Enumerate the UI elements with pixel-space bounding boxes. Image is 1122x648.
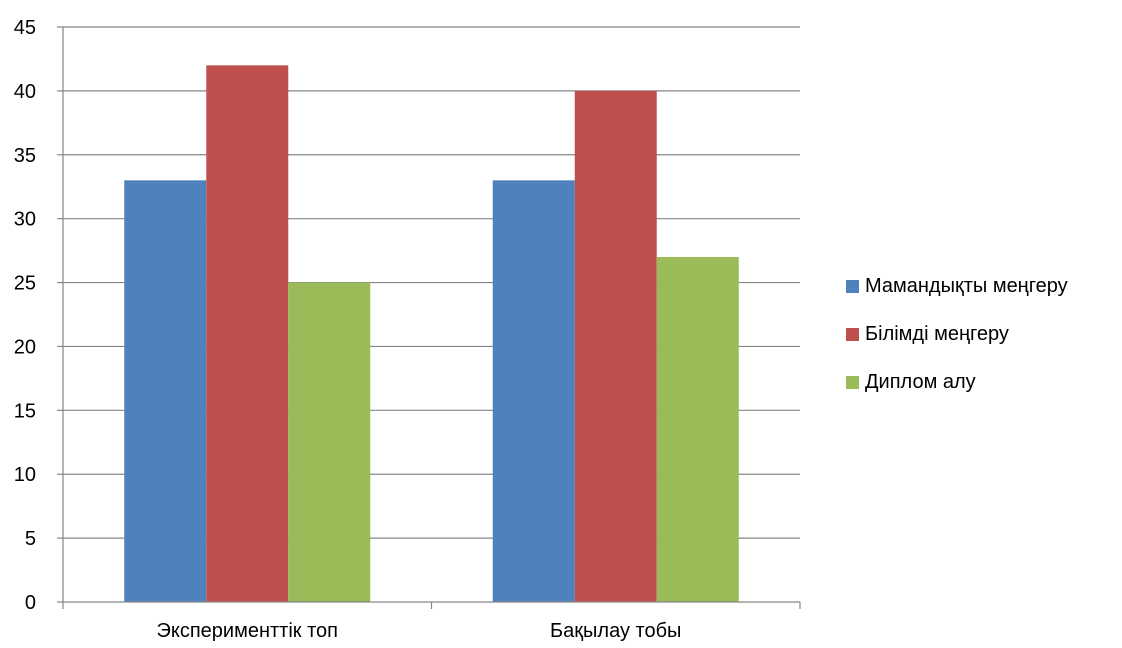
bars [124, 65, 739, 603]
y-tick-label: 10 [14, 464, 36, 486]
legend-label: Білімді меңгеру [865, 322, 1009, 345]
y-tick-label: 15 [14, 400, 36, 422]
bar-2-2 [574, 90, 657, 602]
bar-3-2 [656, 257, 739, 602]
chart-legend: Мамандықты меңгеру Білімді меңгеру Диплом … [846, 270, 1068, 414]
y-tick-label: 5 [25, 528, 36, 550]
y-tick-label: 35 [14, 145, 36, 167]
y-tick-label: 25 [14, 273, 36, 295]
y-tick-label: 20 [14, 336, 36, 358]
bar-1-2 [492, 180, 575, 603]
bar-1-1 [124, 180, 207, 603]
bar-2-1 [206, 65, 289, 603]
legend-item: Білімді меңгеру [846, 318, 1068, 350]
y-tick-label: 0 [25, 592, 36, 614]
y-tick-label: 45 [14, 17, 36, 39]
legend-swatch [846, 327, 859, 341]
y-tick-label: 30 [14, 209, 36, 231]
legend-label: Мамандықты меңгеру [865, 274, 1068, 297]
bar-3-1 [288, 282, 371, 602]
y-tick-label: 40 [14, 81, 36, 103]
x-tick-label: Бақылау тобы [550, 620, 681, 642]
legend-swatch [846, 375, 859, 389]
legend-swatch [846, 279, 859, 293]
x-axis-ticks: Эксперименттік топ Бақылау тобы [62, 602, 801, 642]
legend-item: Мамандықты меңгеру [846, 270, 1068, 302]
legend-item: Диплом алу [846, 366, 1068, 398]
legend-label: Диплом алу [865, 370, 976, 393]
y-axis-ticks: 0 5 10 15 20 25 30 35 40 45 [14, 17, 63, 614]
x-tick-label: Эксперименттік топ [157, 620, 338, 642]
